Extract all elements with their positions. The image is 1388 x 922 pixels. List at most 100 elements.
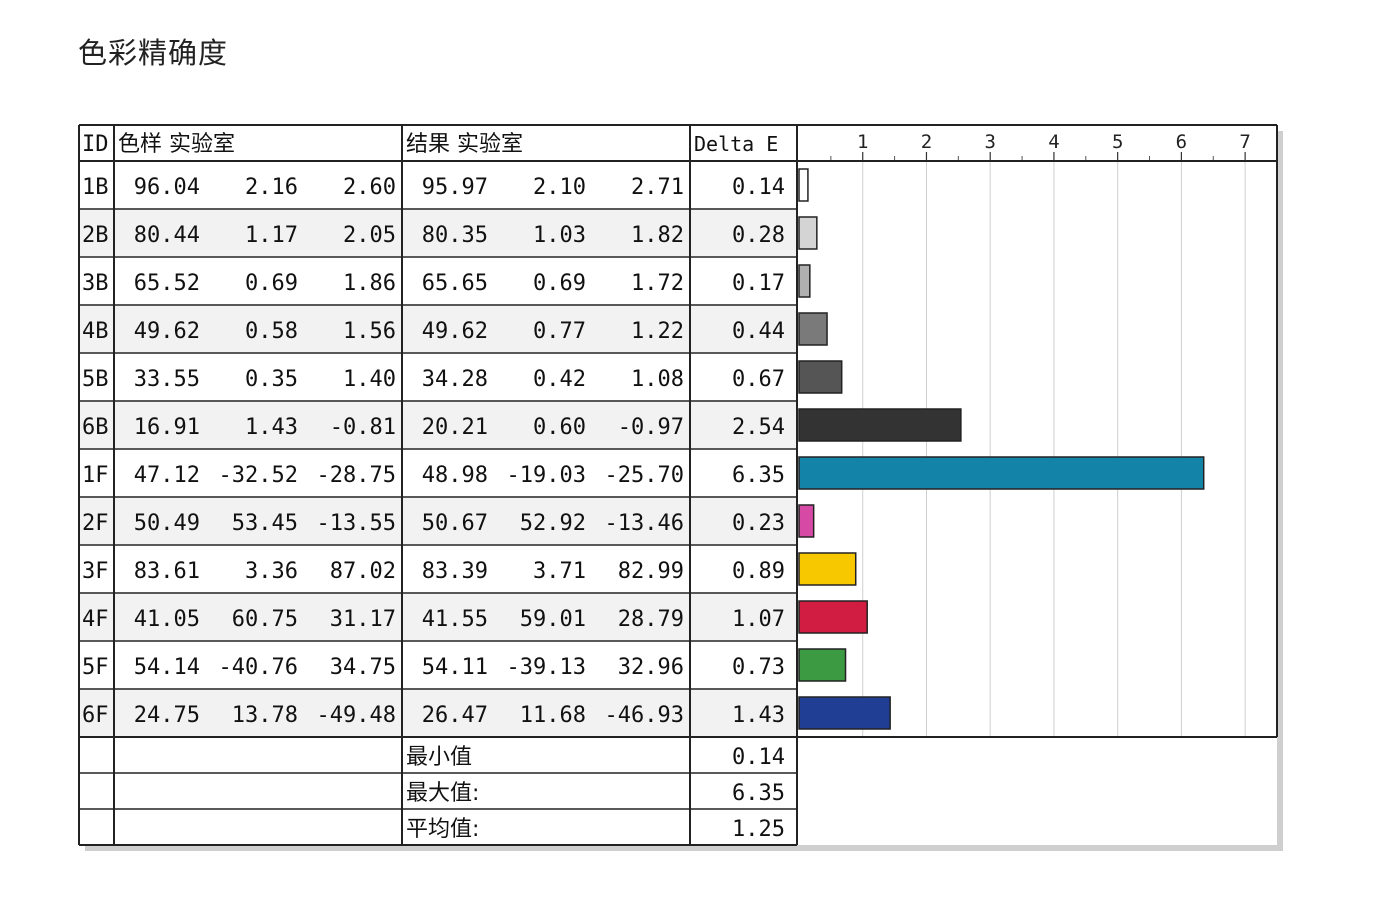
row-id: 4F bbox=[82, 607, 109, 632]
row-id: 2B bbox=[82, 223, 109, 248]
table-row-bg bbox=[79, 546, 797, 592]
reference-value: 60.75 bbox=[232, 607, 298, 632]
reference-value: 50.49 bbox=[134, 511, 200, 536]
row-id: 5B bbox=[82, 367, 109, 392]
reference-value: 0.58 bbox=[245, 319, 298, 344]
chart-bar bbox=[798, 408, 962, 442]
row-id: 5F bbox=[82, 655, 109, 680]
delta-e-value: 0.17 bbox=[732, 271, 785, 296]
header-measured: 结果 实验室 bbox=[406, 132, 523, 157]
reference-value: -49.48 bbox=[317, 703, 396, 728]
chart-bar bbox=[798, 360, 843, 394]
delta-e-value: 0.44 bbox=[732, 319, 785, 344]
summary-label: 平均值: bbox=[406, 817, 479, 842]
measured-value: 54.11 bbox=[422, 655, 488, 680]
reference-value: 1.56 bbox=[343, 319, 396, 344]
table-row-bg bbox=[79, 498, 797, 544]
table-row-bg bbox=[79, 690, 797, 736]
reference-value: 54.14 bbox=[134, 655, 200, 680]
measured-value: 80.35 bbox=[422, 223, 488, 248]
measured-value: 50.67 bbox=[422, 511, 488, 536]
chart-bar bbox=[798, 216, 818, 250]
reference-value: 47.12 bbox=[134, 463, 200, 488]
table-row-bg bbox=[79, 594, 797, 640]
reference-value: -40.76 bbox=[219, 655, 298, 680]
chart-bar bbox=[798, 264, 811, 298]
chart-bar bbox=[798, 696, 891, 730]
reference-value: -0.81 bbox=[330, 415, 396, 440]
chart-tick-label: 1 bbox=[857, 131, 868, 153]
chart-bar bbox=[798, 312, 828, 346]
reference-value: 0.35 bbox=[245, 367, 298, 392]
chart-tick-label: 2 bbox=[921, 131, 932, 153]
reference-value: 1.40 bbox=[343, 367, 396, 392]
reference-value: 0.69 bbox=[245, 271, 298, 296]
table-row-bg bbox=[79, 210, 797, 256]
table-row-bg bbox=[79, 162, 797, 208]
measured-value: -19.03 bbox=[507, 463, 586, 488]
reference-value: 1.86 bbox=[343, 271, 396, 296]
measured-value: 1.72 bbox=[631, 271, 684, 296]
measured-value: -25.70 bbox=[605, 463, 684, 488]
reference-value: 1.17 bbox=[245, 223, 298, 248]
reference-value: 3.36 bbox=[245, 559, 298, 584]
row-id: 2F bbox=[82, 511, 109, 536]
chart-bar bbox=[798, 552, 857, 586]
reference-value: 83.61 bbox=[134, 559, 200, 584]
measured-value: 3.71 bbox=[533, 559, 586, 584]
measured-value: 2.10 bbox=[533, 175, 586, 200]
header-reference: 色样 实验室 bbox=[118, 132, 235, 157]
chart-tick-label: 7 bbox=[1239, 131, 1250, 153]
reference-value: -28.75 bbox=[317, 463, 396, 488]
summary-value: 1.25 bbox=[732, 817, 785, 842]
measured-value: 0.77 bbox=[533, 319, 586, 344]
reference-value: 16.91 bbox=[134, 415, 200, 440]
delta-e-value: 0.73 bbox=[732, 655, 785, 680]
measured-value: 0.60 bbox=[533, 415, 586, 440]
measured-value: 1.03 bbox=[533, 223, 586, 248]
reference-value: 24.75 bbox=[134, 703, 200, 728]
summary-value: 6.35 bbox=[732, 781, 785, 806]
delta-e-value: 0.67 bbox=[732, 367, 785, 392]
measured-value: 20.21 bbox=[422, 415, 488, 440]
table-row-bg bbox=[79, 402, 797, 448]
measured-value: 0.42 bbox=[533, 367, 586, 392]
measured-value: 32.96 bbox=[618, 655, 684, 680]
measured-value: 1.22 bbox=[631, 319, 684, 344]
reference-value: -13.55 bbox=[317, 511, 396, 536]
summary-label: 最小值 bbox=[406, 745, 472, 770]
measured-value: 48.98 bbox=[422, 463, 488, 488]
measured-value: 2.71 bbox=[631, 175, 684, 200]
measured-value: 0.69 bbox=[533, 271, 586, 296]
reference-value: 2.60 bbox=[343, 175, 396, 200]
reference-value: 87.02 bbox=[330, 559, 396, 584]
chart-bar bbox=[798, 168, 809, 202]
reference-value: 33.55 bbox=[134, 367, 200, 392]
reference-value: 41.05 bbox=[134, 607, 200, 632]
measured-value: -13.46 bbox=[605, 511, 684, 536]
table-row-bg bbox=[79, 450, 797, 496]
row-id: 3B bbox=[82, 271, 109, 296]
delta-e-value: 1.07 bbox=[732, 607, 785, 632]
table-row-bg bbox=[79, 642, 797, 688]
reference-value: 34.75 bbox=[330, 655, 396, 680]
measured-value: -46.93 bbox=[605, 703, 684, 728]
reference-value: -32.52 bbox=[219, 463, 298, 488]
page-title: 色彩精确度 bbox=[78, 36, 229, 70]
row-id: 1B bbox=[82, 175, 109, 200]
row-id: 1F bbox=[82, 463, 109, 488]
chart-tick-label: 4 bbox=[1048, 131, 1059, 153]
measured-value: 59.01 bbox=[520, 607, 586, 632]
row-id: 4B bbox=[82, 319, 109, 344]
measured-value: 26.47 bbox=[422, 703, 488, 728]
chart-tick-label: 3 bbox=[984, 131, 995, 153]
delta-e-value: 1.43 bbox=[732, 703, 785, 728]
measured-value: 41.55 bbox=[422, 607, 488, 632]
row-id: 6B bbox=[82, 415, 109, 440]
reference-value: 49.62 bbox=[134, 319, 200, 344]
measured-value: -39.13 bbox=[507, 655, 586, 680]
reference-value: 53.45 bbox=[232, 511, 298, 536]
measured-value: 83.39 bbox=[422, 559, 488, 584]
measured-value: 1.08 bbox=[631, 367, 684, 392]
